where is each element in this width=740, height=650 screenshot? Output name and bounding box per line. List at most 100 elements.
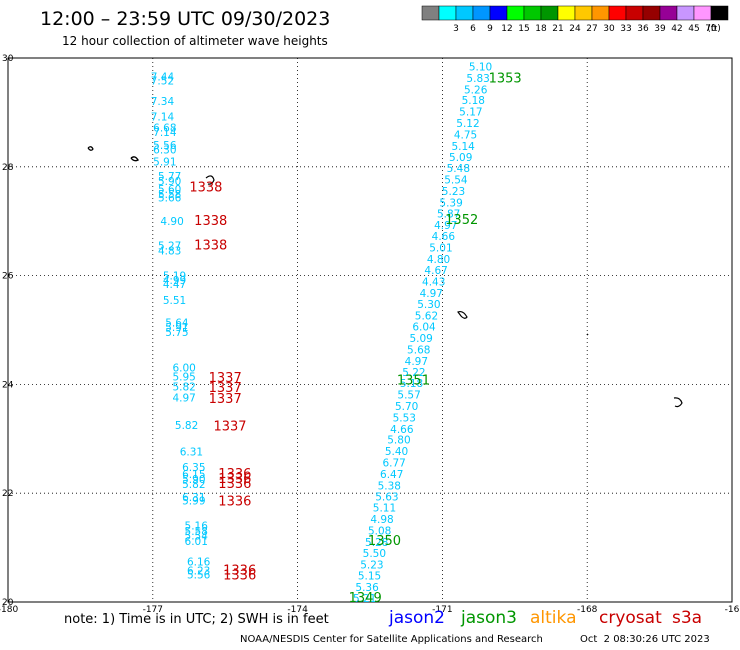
data-point-label: 5.16 xyxy=(185,521,209,533)
data-point-label: 5.23 xyxy=(442,186,465,198)
data-point-label: 7.14 xyxy=(151,112,175,124)
data-point-label: 5.55 xyxy=(351,604,374,616)
legend-label: 45 xyxy=(688,24,699,34)
generated-timestamp: Oct 2 08:30:26 UTC 2023 xyxy=(580,634,710,645)
data-point-label: 5.90 xyxy=(182,474,205,486)
data-point-label: 1337 xyxy=(209,371,242,386)
data-point-label: 5.75 xyxy=(165,327,188,339)
wave-height-plot: -180-177-174-171-168-162022242628307.447… xyxy=(0,54,740,620)
data-point-label: 7.14 xyxy=(153,127,177,139)
data-point-label: 1336 xyxy=(223,569,256,584)
data-point-label: 5.91 xyxy=(165,322,188,334)
data-point-label: 5.36 xyxy=(355,582,379,594)
legend-swatch xyxy=(710,5,729,21)
legend-label: 27 xyxy=(586,24,597,34)
data-point-label: 5.14 xyxy=(451,141,475,153)
island-outline xyxy=(586,333,589,336)
x-tick-label: -16 xyxy=(725,605,740,615)
data-point-label: 5.40 xyxy=(385,446,408,458)
data-point-label: 4.43 xyxy=(422,276,445,288)
data-point-label: 5.15 xyxy=(358,571,381,583)
data-point-label: 6.01 xyxy=(185,536,208,548)
data-point-label: 5.95 xyxy=(172,372,195,384)
island-outline xyxy=(457,310,468,319)
data-point-label: 4.99 xyxy=(163,275,186,287)
data-point-label: 6.23 xyxy=(187,565,210,577)
data-point-label: 4.66 xyxy=(432,231,456,243)
chart-title: 12:00 – 23:59 UTC 09/30/2023 xyxy=(40,8,331,30)
data-point-label: 5.56 xyxy=(187,570,211,582)
data-point-label: 1349 xyxy=(349,591,382,606)
footer-note: note: 1) Time is in UTC; 2) SWH is in fe… xyxy=(64,612,329,627)
x-tick-label: -180 xyxy=(0,605,18,615)
data-point-label: 6.00 xyxy=(172,362,195,374)
legend-label: 39 xyxy=(654,24,666,34)
data-point-label: 5.28 xyxy=(365,537,388,549)
data-point-label: 5.60 xyxy=(158,184,181,196)
data-point-label: 6.30 xyxy=(153,145,176,157)
data-point-label: 7.34 xyxy=(151,96,175,108)
legend-label: 12 xyxy=(501,24,512,34)
data-point-label: 5.58 xyxy=(185,526,208,538)
data-point-label: 1337 xyxy=(213,420,246,435)
data-point-label: 5.01 xyxy=(429,243,452,255)
data-point-label: 5.38 xyxy=(378,480,401,492)
data-point-label: 5.64 xyxy=(165,318,189,330)
legend-label: 24 xyxy=(569,24,581,34)
data-point-label: 5.51 xyxy=(163,295,186,307)
data-point-label: 5.62 xyxy=(415,311,438,323)
legend-label: 70 xyxy=(705,24,717,34)
data-point-label: 4.90 xyxy=(160,216,183,228)
data-point-label: 5.08 xyxy=(368,526,391,538)
data-point-label: 4.47 xyxy=(163,279,186,291)
legend-label: 15 xyxy=(518,24,529,34)
data-point-label: 5.54 xyxy=(185,530,209,542)
data-point-label: 1337 xyxy=(209,392,242,407)
chart-subtitle: 12 hour collection of altimeter wave hei… xyxy=(62,34,328,48)
data-point-label: 4.66 xyxy=(390,424,414,436)
x-tick-label: -177 xyxy=(143,605,163,615)
data-point-label: 5.09 xyxy=(409,333,432,345)
credit-line: NOAA/NESDIS Center for Satellite Applica… xyxy=(240,634,543,645)
legend-label: 30 xyxy=(603,24,615,34)
data-point-label: 5.99 xyxy=(182,496,205,508)
x-tick-label: -174 xyxy=(287,605,308,615)
data-point-label: 6.35 xyxy=(182,462,205,474)
satellite-s3a: s3a xyxy=(672,608,703,628)
legend-label: 21 xyxy=(552,24,563,34)
data-point-label: 6.77 xyxy=(382,458,405,470)
legend-label: 42 xyxy=(671,24,682,34)
data-point-label: 6.27 xyxy=(348,616,371,620)
legend-label: 9 xyxy=(487,24,493,34)
data-point-label: 5.66 xyxy=(158,193,182,205)
data-point-label: 5.50 xyxy=(363,548,386,560)
data-point-label: 5.77 xyxy=(158,171,181,183)
legend-unit: (ft) xyxy=(707,24,721,34)
island-outline xyxy=(205,175,215,185)
data-point-label: 1338 xyxy=(189,180,222,195)
data-point-label: 6.15 xyxy=(182,469,205,481)
data-point-label: 1338 xyxy=(194,214,227,229)
data-point-label: 1351 xyxy=(397,373,430,388)
data-point-label: 5.82 xyxy=(172,381,195,393)
data-point-label: 5.54 xyxy=(444,175,468,187)
satellite-jason2: jason2 xyxy=(389,608,445,628)
data-point-label: 5.87 xyxy=(437,208,460,220)
data-labels: 7.447.527.347.146.687.145.566.305.915.77… xyxy=(151,62,522,620)
data-point-label: 5.27 xyxy=(158,240,181,252)
legend-label: 36 xyxy=(637,24,649,34)
data-point-label: 5.48 xyxy=(447,163,470,175)
data-point-label: 5.91 xyxy=(153,157,176,169)
data-point-label: 1337 xyxy=(209,381,242,396)
data-point-label: 4.80 xyxy=(427,254,450,266)
y-tick-label: 20 xyxy=(2,598,14,608)
data-point-label: 5.12 xyxy=(456,118,479,130)
data-point-label: 1353 xyxy=(489,71,522,86)
data-point-label: 6.68 xyxy=(153,122,176,134)
x-tick-label: -171 xyxy=(432,605,452,615)
data-point-label: 4.83 xyxy=(158,245,181,257)
data-point-label: 1336 xyxy=(223,563,256,578)
data-point-label: 5.39 xyxy=(439,198,462,210)
satellite-altika: altika xyxy=(530,608,577,628)
data-point-label: 4.97 xyxy=(172,392,195,404)
